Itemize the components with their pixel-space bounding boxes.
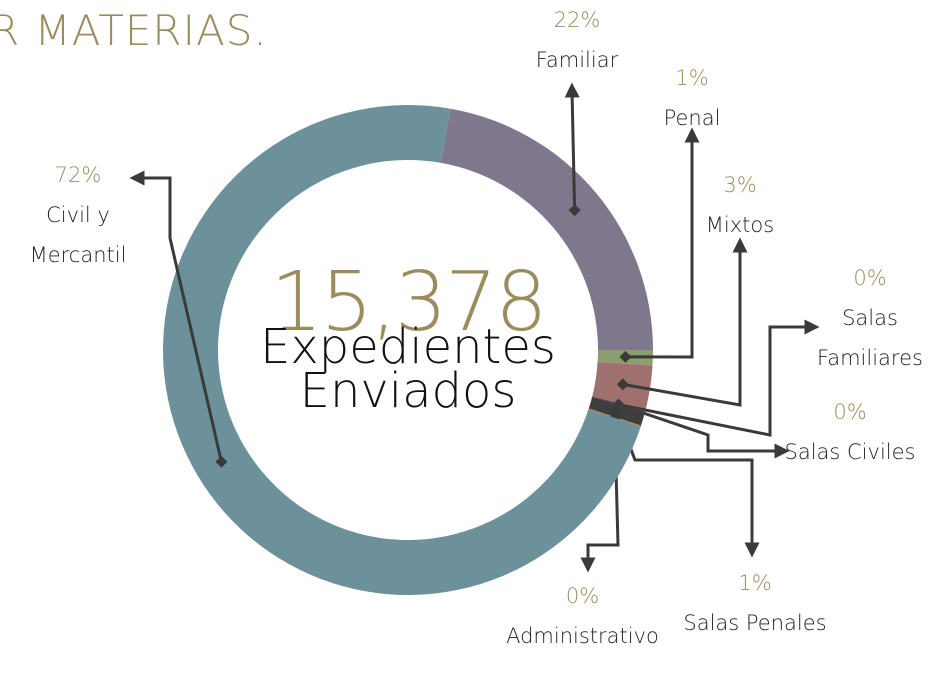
percent-label: 0% <box>833 400 867 424</box>
category-label: Familiar <box>535 48 619 72</box>
donut-slice <box>440 108 653 350</box>
data-label: 0% Salas Civiles <box>775 392 925 472</box>
category-label: Civil y Mercantil <box>29 203 127 267</box>
category-label: Salas Penales <box>683 611 827 635</box>
data-label: 0% Administrativo <box>490 576 675 656</box>
leader-line <box>129 170 228 468</box>
chart-title: R MATERIAS. <box>0 6 268 55</box>
category-label: Salas Civiles <box>784 440 916 464</box>
category-label: Mixtos <box>705 213 775 237</box>
data-label: 22% Familiar <box>502 0 652 80</box>
data-label: 72% Civil y Mercantil <box>3 155 153 275</box>
category-label: Penal <box>663 106 721 130</box>
percent-label: 22% <box>553 8 601 32</box>
data-label: 3% Mixtos <box>665 165 815 245</box>
percent-label: 72% <box>54 163 102 187</box>
data-label: 0% Salas Familiares <box>795 258 933 378</box>
data-label: 1% Salas Penales <box>680 563 830 643</box>
center-value: 15,378 <box>270 255 548 350</box>
category-label: Administrativo <box>506 624 659 648</box>
percent-label: 0% <box>853 266 887 290</box>
percent-label: 3% <box>723 173 757 197</box>
leader-line <box>564 82 581 217</box>
leader-line <box>580 411 621 573</box>
category-label: Salas Familiares <box>817 306 923 370</box>
data-label: 1% Penal <box>617 58 767 138</box>
percent-label: 1% <box>738 571 772 595</box>
center-text: Expedientes Enviados <box>260 319 556 419</box>
percent-label: 0% <box>565 584 600 608</box>
percent-label: 1% <box>675 66 709 90</box>
